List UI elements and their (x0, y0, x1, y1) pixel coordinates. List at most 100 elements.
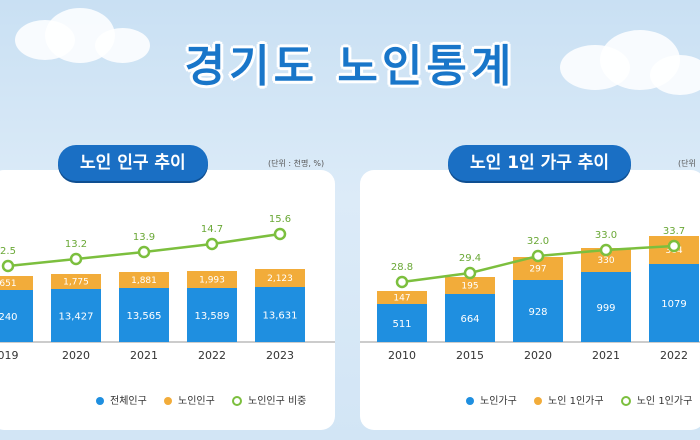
line-point (463, 266, 477, 280)
chart-panel-single-households: 511 147 2010 664 195 2015 928 297 2020 999 330 2021… (360, 170, 700, 430)
data-label: 147 (393, 294, 410, 304)
tick-label: 019 (0, 349, 19, 362)
line-point (1, 259, 15, 273)
data-label: 1079 (661, 299, 686, 310)
cloud-decoration (650, 55, 700, 95)
chart-panel-elderly-population: 240 651 019 13,427 1,775 2020 13,565 1,881 2021 1… (0, 170, 335, 430)
bar-segment (445, 294, 495, 342)
bar-segment (255, 269, 305, 287)
legend-swatch (96, 397, 104, 405)
cloud-decoration (95, 28, 150, 63)
line-point (599, 243, 613, 257)
data-label: 2.5 (0, 246, 16, 257)
chart-title: 노인 1인 가구 추이 (448, 145, 632, 181)
line-point (69, 252, 83, 266)
data-label: 330 (597, 256, 614, 266)
legend-swatch (534, 397, 542, 405)
data-label: 29.4 (459, 253, 481, 264)
legend-swatch (620, 396, 631, 406)
line-point (137, 245, 151, 259)
bar-segment (0, 276, 33, 290)
unit-note: (단위 : 천명, %) (268, 159, 325, 168)
line-point (205, 237, 219, 251)
data-label: 999 (596, 303, 615, 314)
data-label: 32.0 (527, 236, 549, 247)
data-label: 297 (529, 265, 546, 275)
data-label: 33.7 (663, 226, 685, 237)
bar-segment (51, 289, 101, 342)
data-label: 14.7 (201, 224, 223, 235)
chart-title-badge: 노인 인구 추이 (58, 145, 208, 181)
legend-item: 노인인구 비중 (232, 392, 306, 407)
chart-title-badge: 노인 1인 가구 추이 (448, 145, 632, 181)
tick-label: 2021 (592, 349, 620, 362)
unit-note: (단위 (678, 159, 696, 168)
legend-swatch (164, 397, 172, 405)
bar-segment (51, 274, 101, 289)
legend-label: 노인가구 (480, 396, 517, 407)
bar-segment (445, 277, 495, 294)
bar-segment (649, 264, 699, 342)
bar-segment (0, 290, 33, 342)
tick-label: 2020 (524, 349, 552, 362)
data-label: 13,427 (59, 312, 94, 323)
bar-segment (513, 280, 563, 342)
bar-segment (513, 257, 563, 280)
bar-segment (255, 287, 305, 342)
line-point (531, 249, 545, 263)
bar-segment (377, 291, 427, 304)
data-label: 13,565 (127, 311, 162, 322)
legend-label: 노인인구 (178, 396, 215, 407)
data-label: 2,123 (267, 274, 293, 284)
chart-single-households: 511 147 2010 664 195 2015 928 297 2020 999 330 2021… (360, 226, 700, 362)
data-label: 13,631 (263, 311, 298, 322)
page-title: 경기도 노인통계 (184, 41, 516, 92)
line-point (395, 275, 409, 289)
legend-swatch (232, 396, 242, 406)
chart-title: 노인 인구 추이 (58, 145, 208, 181)
bar-segment (187, 288, 237, 342)
bar-segment (119, 288, 169, 342)
data-label: 928 (528, 307, 547, 318)
bar-segment (119, 272, 169, 288)
legend-label: 노인인구 비중 (248, 396, 307, 407)
data-label: 15.6 (269, 214, 291, 225)
data-label: 28.8 (391, 262, 413, 273)
data-label: 664 (460, 314, 479, 325)
bar-segment (377, 304, 427, 342)
data-label: 240 (0, 312, 18, 323)
tick-label: 2015 (456, 349, 484, 362)
tick-label: 2021 (130, 349, 158, 362)
tick-label: 2020 (62, 349, 90, 362)
chart-elderly-population: 240 651 019 13,427 1,775 2020 13,565 1,881 2021 1… (0, 214, 335, 362)
bar-segment (581, 272, 631, 342)
legend-label: 노인 1인가구 (636, 396, 693, 407)
data-label: 651 (0, 279, 17, 289)
tick-label: 2010 (388, 349, 416, 362)
data-label: 1,881 (131, 276, 157, 286)
legend-item: 노인 1인가구 (620, 392, 693, 407)
legend-swatch (466, 397, 474, 405)
data-label: 511 (392, 319, 411, 330)
tick-label: 2022 (198, 349, 226, 362)
tick-label: 2023 (266, 349, 294, 362)
data-label: 1,775 (63, 278, 89, 288)
legend-item: 전체인구 (96, 392, 147, 407)
data-label: 13.9 (133, 232, 155, 243)
data-label: 195 (461, 282, 478, 292)
line-point (273, 227, 287, 241)
legend-label: 노인 1인가구 (548, 396, 604, 407)
legend-item: 노인 1인가구 (534, 392, 604, 407)
bar-segment (187, 271, 237, 288)
data-label: 13.2 (65, 239, 87, 250)
tick-label: 2022 (660, 349, 688, 362)
data-label: 1,993 (199, 276, 225, 286)
legend-item: 노인인구 (164, 392, 215, 407)
legend: 노인가구 노인 1인가구 노인 1인가구 (466, 392, 700, 407)
legend: 전체인구 노인인구 노인인구 비중 (96, 392, 320, 407)
legend-item: 노인가구 (466, 392, 517, 407)
data-label: 13,589 (195, 311, 230, 322)
line-point (667, 239, 681, 253)
legend-label: 전체인구 (110, 396, 147, 407)
data-label: 33.0 (595, 230, 617, 241)
